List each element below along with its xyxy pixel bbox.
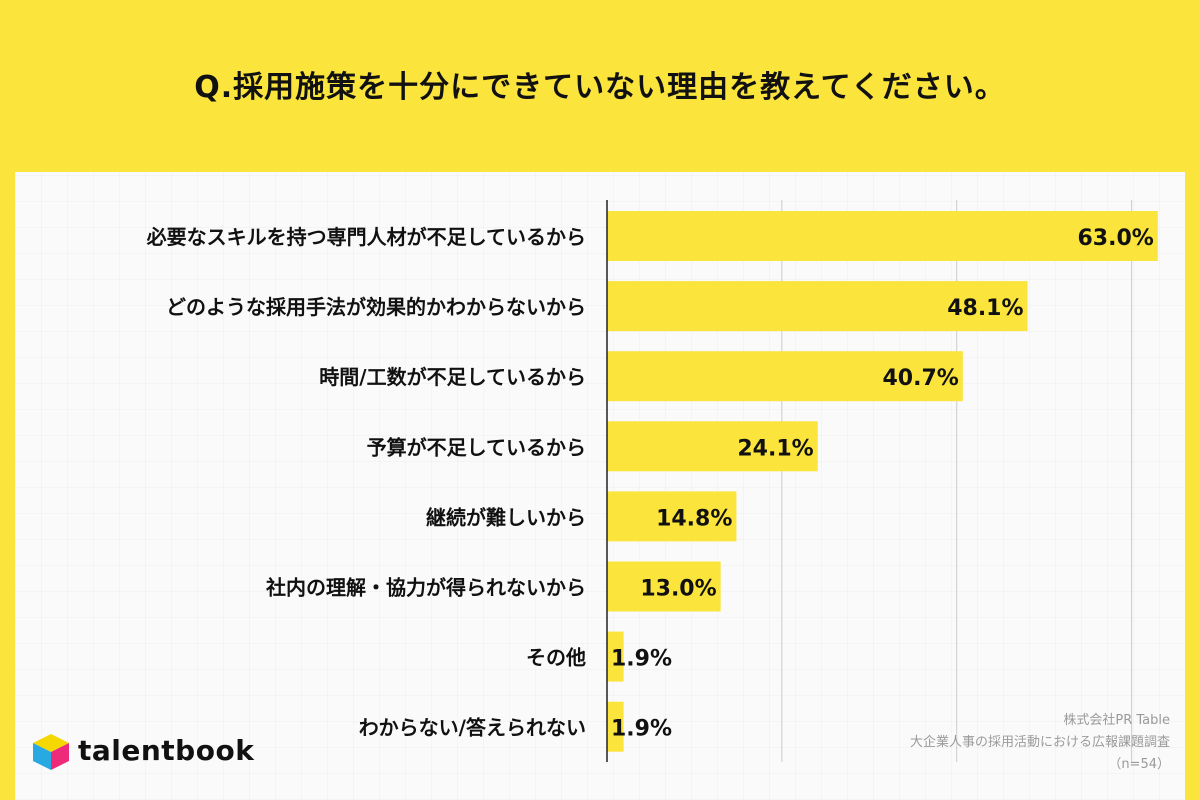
data-label: 1.9% [611,647,672,672]
category-label: 継続が難しいから [426,505,586,529]
data-label: 63.0% [1077,226,1153,251]
bar [607,281,1028,332]
bar [607,631,624,682]
bar [607,701,624,752]
category-label: その他 [526,646,586,670]
category-label: どのような採用手法が効果的かわからないから [166,295,586,319]
talentbook-logo: talentbook [30,732,254,772]
data-label: 14.8% [656,506,732,531]
bar [607,421,818,472]
data-label: 13.0% [640,577,716,602]
bar [607,561,721,612]
logo-text: talentbook [78,734,255,767]
source-note: 株式会社PR Table 大企業人事の採用活動における広報課題調査 （n=54） [810,710,1170,776]
source-sample: （n=54） [1108,757,1170,772]
data-label: 24.1% [737,436,813,461]
data-label: 1.9% [611,717,672,742]
bar [607,211,1158,261]
data-label: 48.1% [947,296,1023,321]
chart-panel [15,172,1185,800]
bar [607,491,737,542]
source-company: 株式会社PR Table [1063,713,1170,728]
data-label: 40.7% [883,366,959,391]
category-label: 時間/工数が不足しているから [319,365,586,389]
category-label: わからない/答えられない [359,716,586,740]
source-survey: 大企業人事の採用活動における広報課題調査 [909,735,1170,750]
bar [607,351,963,402]
category-label: 必要なスキルを持つ専門人材が不足しているから [146,225,586,249]
category-label: 予算が不足しているから [367,435,586,459]
chart-title: Q.採用施策を十分にできていない理由を教えてください。 [194,70,1006,105]
category-label: 社内の理解・協力が得られないから [265,576,586,600]
talentbook-cube-icon [33,734,69,770]
